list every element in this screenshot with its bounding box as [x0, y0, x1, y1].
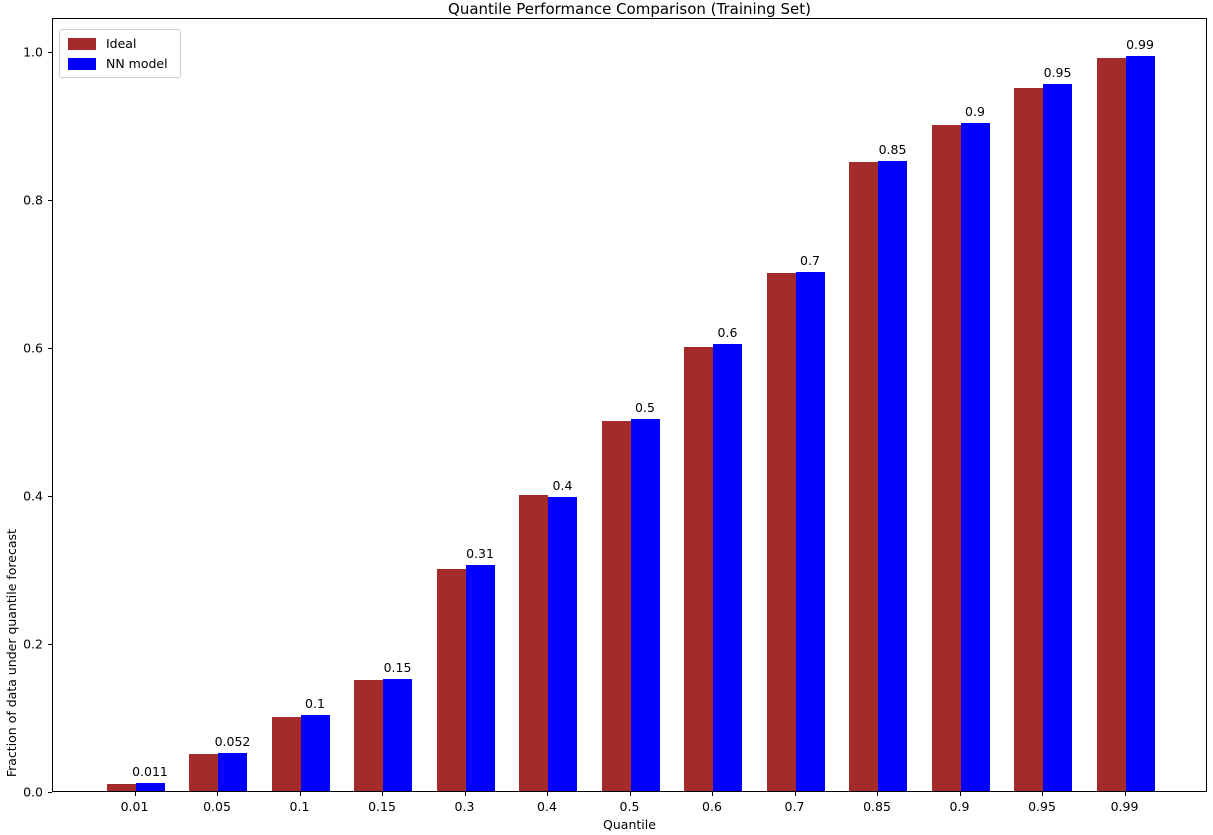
bar-nn-model-0.3: [465, 564, 495, 791]
bar-value-label: 0.95: [1043, 65, 1072, 81]
legend-label: Ideal: [106, 36, 137, 51]
bar-nn-model-0.05: [218, 752, 247, 791]
bar-nn-model-0.85: [878, 160, 907, 791]
y-tick-mark: [48, 792, 52, 793]
bar-value-label: 0.31: [466, 545, 494, 561]
x-tick-mark: [959, 792, 961, 796]
bar-value-label: 0.85: [878, 141, 907, 157]
x-tick-mark: [1124, 792, 1126, 796]
bar-nn-model-0.95: [1043, 84, 1072, 791]
plot-area: Ideal NN model 0.011 0.052 0.1 0.15 0.31 0.4 0.…: [52, 18, 1207, 792]
bar-nn-model-0.5: [630, 418, 660, 791]
x-tick-mark: [382, 792, 383, 796]
x-tick-mark: [877, 792, 878, 796]
x-tick-label: 0.99: [1110, 799, 1139, 814]
x-tick-label: 0.05: [203, 799, 231, 814]
x-tick-label: 0.4: [537, 799, 557, 814]
bar-ideal-0.85: [849, 162, 878, 791]
y-tick-mark: [48, 52, 52, 53]
x-tick-mark: [547, 792, 548, 796]
bar-ideal-0.99: [1096, 58, 1126, 791]
x-tick-label: 0.6: [702, 799, 722, 814]
x-tick-mark: [464, 792, 466, 796]
x-tick-mark: [629, 792, 631, 796]
x-tick-mark: [712, 792, 713, 796]
x-tick-mark: [299, 792, 301, 796]
bar-value-label: 0.15: [383, 659, 412, 675]
bar-value-label: 0.6: [717, 325, 738, 341]
legend-item-nn-model: NN model: [68, 56, 168, 71]
y-tick-mark: [48, 496, 52, 497]
legend-swatch-ideal: [68, 37, 96, 50]
y-tick-label: 0.0: [23, 784, 43, 800]
x-tick-label: 0.01: [120, 799, 149, 814]
bar-nn-model-0.1: [300, 714, 330, 791]
y-tick-label: 0.8: [23, 192, 43, 208]
x-tick-label: 0.7: [784, 799, 805, 814]
legend-item-ideal: Ideal: [68, 36, 168, 51]
bar-nn-model-0.99: [1125, 56, 1155, 791]
bar-ideal-0.05: [189, 754, 218, 791]
bar-ideal-0.6: [684, 347, 713, 791]
x-tick-label: 0.15: [368, 799, 396, 814]
bar-nn-model-0.6: [713, 344, 742, 791]
x-tick-label: 0.3: [454, 799, 475, 814]
legend: Ideal NN model: [59, 29, 181, 78]
x-axis-label: Quantile: [603, 817, 656, 832]
bar-nn-model-0.9: [960, 122, 990, 791]
bar-nn-model-0.4: [548, 497, 577, 791]
x-tick-mark: [134, 792, 136, 796]
bar-value-label: 0.052: [214, 733, 251, 749]
y-tick-label: 1.0: [23, 44, 43, 60]
bar-ideal-0.9: [931, 125, 961, 791]
y-tick-label: 0.6: [23, 340, 43, 356]
bar-value-label: 0.1: [305, 695, 325, 711]
y-tick-label: 0.2: [23, 636, 43, 652]
y-tick-label: 0.4: [23, 488, 43, 504]
bar-ideal-0.3: [436, 569, 466, 791]
bar-ideal-0.1: [271, 717, 301, 791]
x-tick-label: 0.85: [863, 799, 891, 814]
y-tick-mark: [48, 644, 52, 645]
bar-nn-model-0.01: [135, 782, 165, 791]
bar-ideal-0.01: [106, 783, 136, 791]
bar-ideal-0.7: [766, 273, 796, 791]
bar-value-label: 0.99: [1126, 37, 1154, 53]
x-tick-label: 0.9: [949, 799, 970, 814]
x-tick-label: 0.1: [289, 799, 310, 814]
y-tick-mark: [48, 200, 52, 201]
bar-value-label: 0.4: [552, 478, 573, 494]
x-tick-mark: [794, 792, 796, 796]
x-tick-mark: [217, 792, 218, 796]
bar-value-label: 0.7: [800, 253, 820, 269]
x-tick-mark: [1042, 792, 1043, 796]
bar-ideal-0.4: [519, 495, 548, 791]
bar-nn-model-0.15: [383, 678, 412, 791]
bar-ideal-0.15: [354, 680, 383, 791]
bar-value-label: 0.5: [635, 399, 655, 415]
bar-nn-model-0.7: [795, 272, 825, 791]
bar-value-label: 0.011: [132, 763, 168, 779]
bar-value-label: 0.9: [965, 103, 985, 119]
y-tick-mark: [48, 348, 52, 349]
x-tick-label: 0.5: [619, 799, 640, 814]
legend-label: NN model: [106, 56, 168, 71]
legend-swatch-nn-model: [68, 57, 96, 70]
bar-ideal-0.5: [601, 421, 631, 791]
bar-ideal-0.95: [1014, 88, 1043, 791]
chart-title: Quantile Performance Comparison (Trainin…: [448, 0, 811, 18]
y-axis-label: Fraction of data under quantile forecast: [4, 529, 19, 778]
x-tick-label: 0.95: [1028, 799, 1056, 814]
